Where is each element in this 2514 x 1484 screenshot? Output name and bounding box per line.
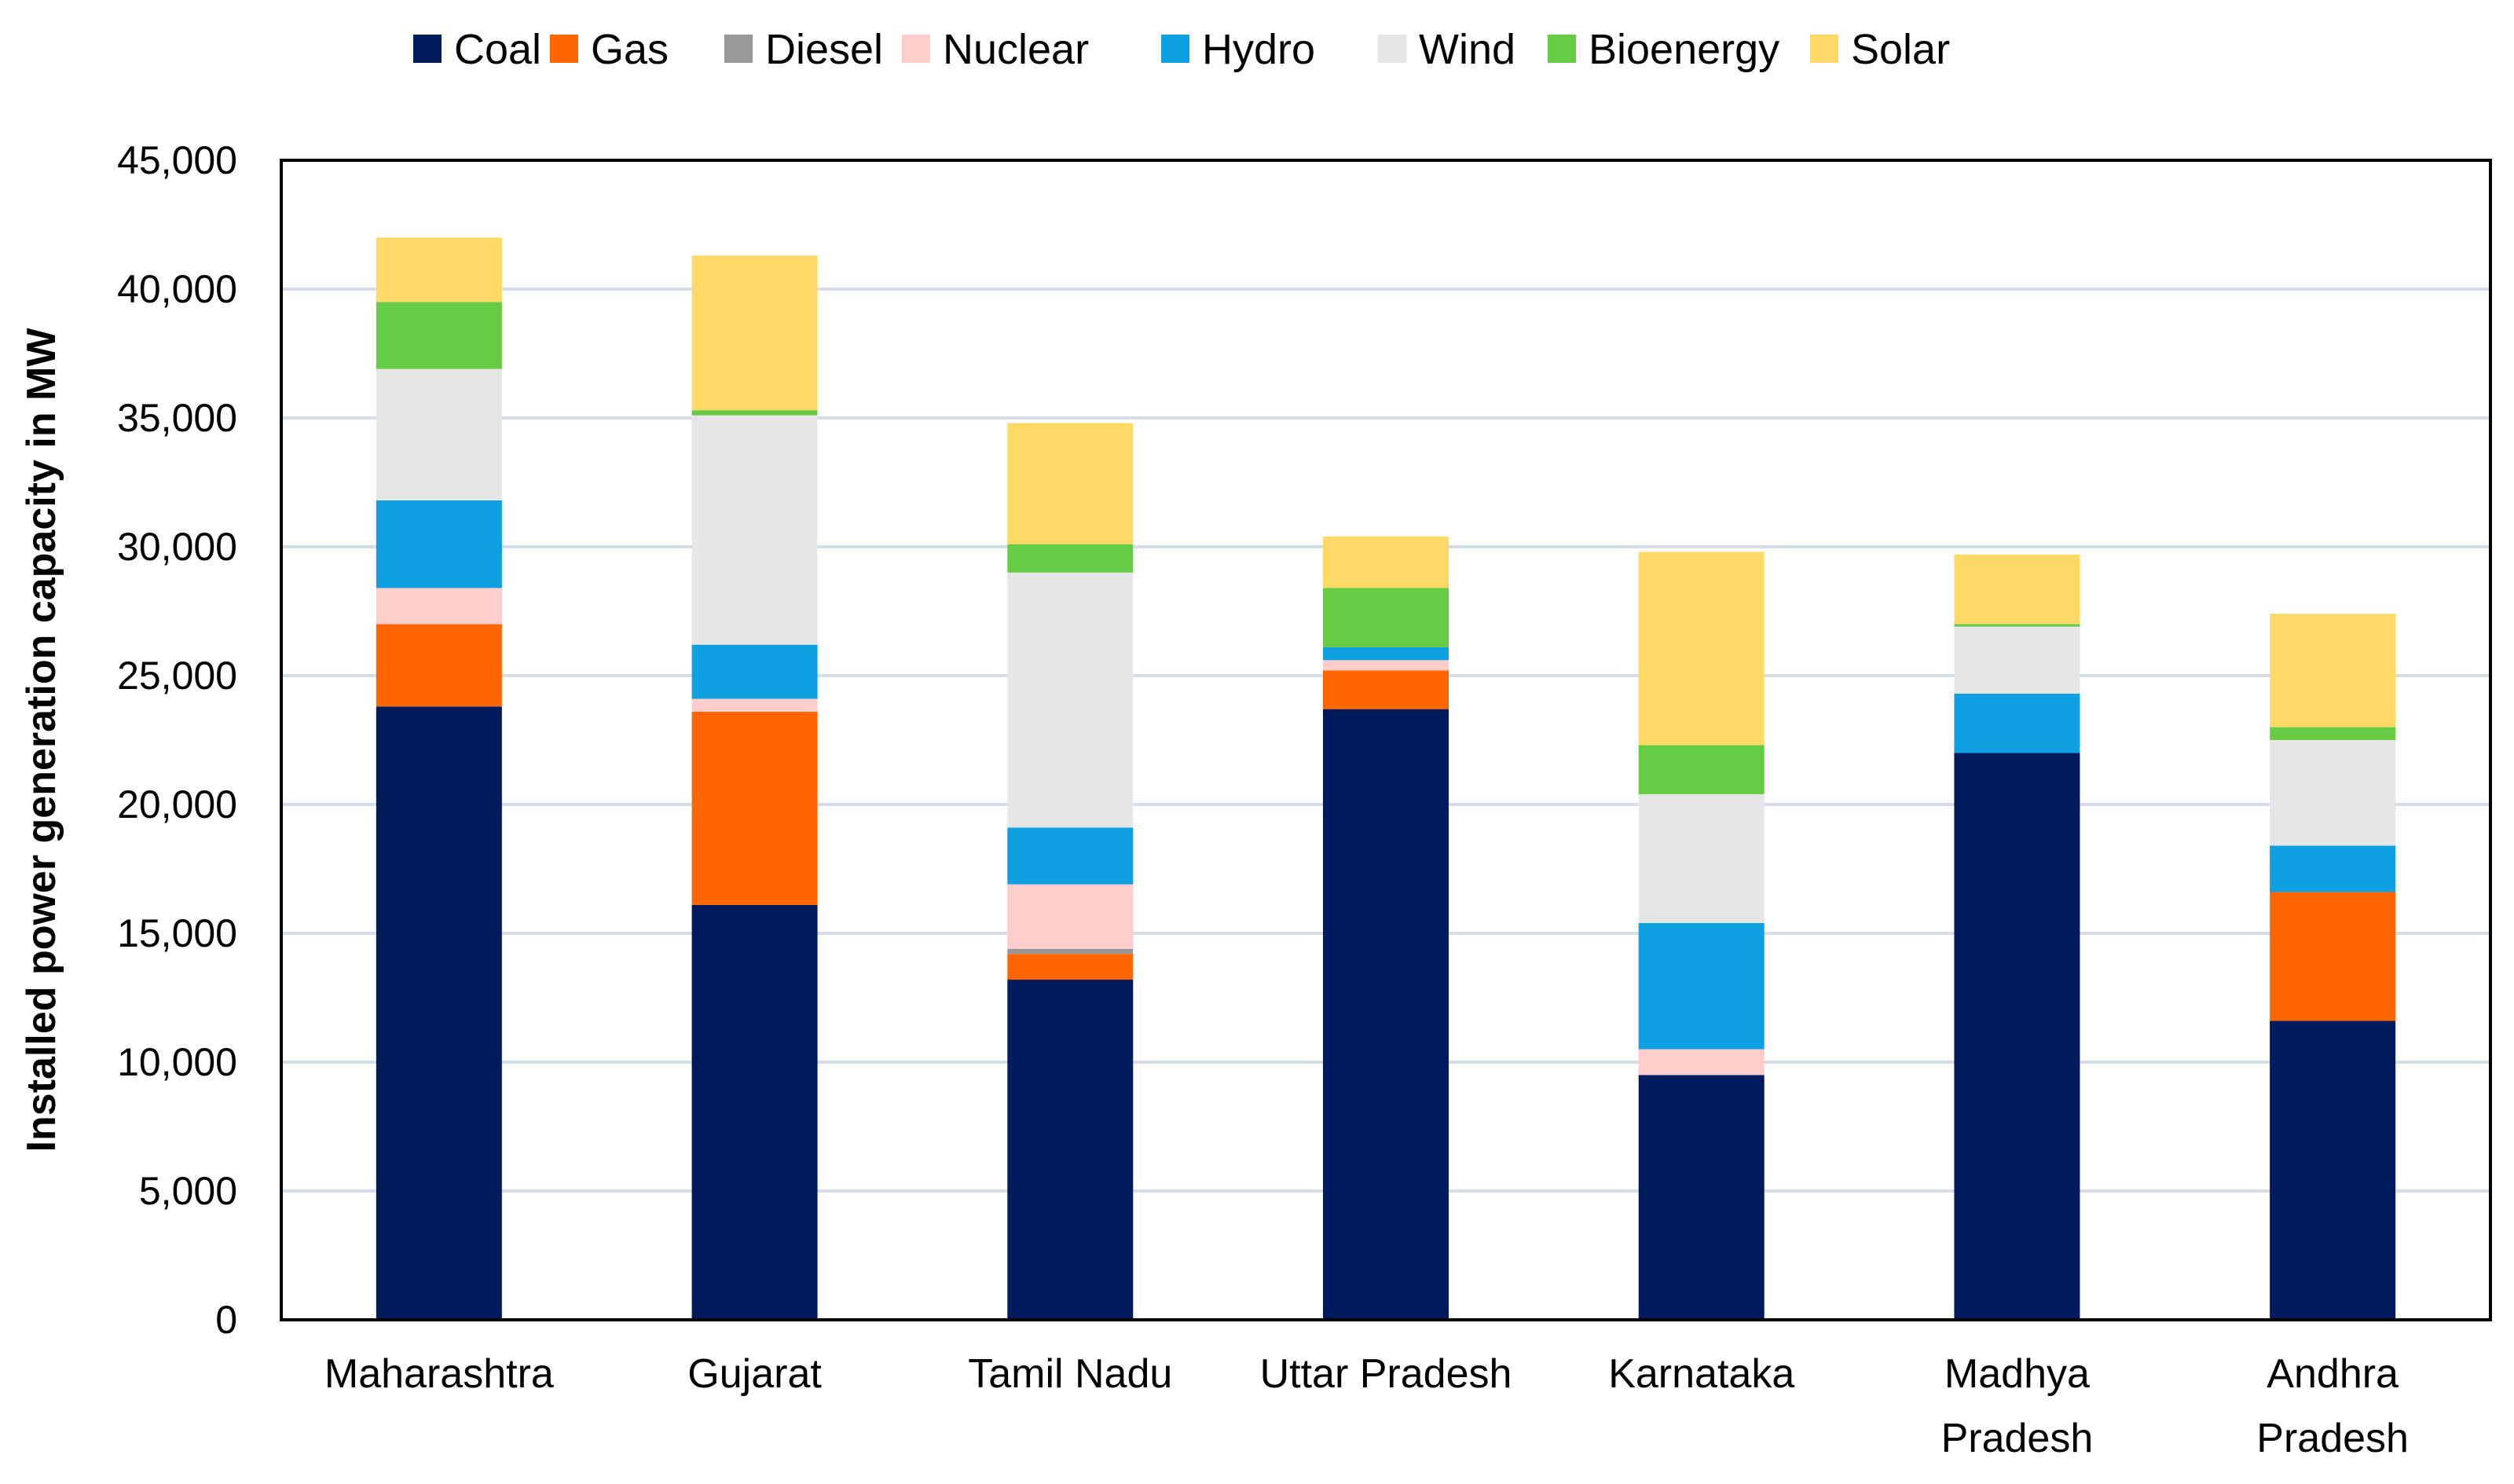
- legend-swatch: [1548, 35, 1576, 63]
- y-tick-label: 30,000: [117, 525, 237, 569]
- bar-segment-madhya-pradesh-bioenergy: [1954, 624, 2080, 627]
- bar-segment-tamil-nadu-coal: [1007, 980, 1134, 1320]
- bar-segment-maharashtra-wind: [376, 368, 502, 500]
- bar-segment-maharashtra-gas: [376, 624, 502, 707]
- bar-segment-tamil-nadu-gas: [1007, 954, 1134, 980]
- bars: [376, 237, 2396, 1320]
- x-tick-label: Karnataka: [1608, 1351, 1794, 1397]
- bar-segment-andhra-pradesh-coal: [2270, 1020, 2396, 1320]
- x-tick-label: Uttar Pradesh: [1260, 1351, 1512, 1397]
- x-tick-label: Maharashtra: [324, 1351, 554, 1397]
- y-tick-label: 20,000: [117, 782, 237, 826]
- bar-segment-andhra-pradesh-bioenergy: [2270, 727, 2396, 740]
- legend-item-coal: Coal: [413, 26, 541, 73]
- legend-swatch: [413, 35, 442, 63]
- legend-item-nuclear: Nuclear: [902, 26, 1089, 73]
- y-tick-label: 45,000: [117, 138, 237, 182]
- bar-segment-gujarat-solar: [691, 255, 818, 411]
- y-tick-label: 0: [215, 1298, 237, 1342]
- bar-segment-andhra-pradesh-solar: [2270, 614, 2396, 727]
- bar-segment-karnataka-coal: [1638, 1075, 1765, 1320]
- bar-segment-maharashtra-solar: [376, 237, 502, 302]
- bar-segment-uttar-pradesh-solar: [1323, 536, 1449, 588]
- bar-segment-uttar-pradesh-bioenergy: [1323, 588, 1449, 647]
- bar-segment-maharashtra-nuclear: [376, 588, 502, 625]
- bar-segment-tamil-nadu-wind: [1007, 572, 1134, 828]
- bar-segment-gujarat-gas: [691, 711, 818, 905]
- bar-segment-gujarat-nuclear: [691, 698, 818, 712]
- legend-item-gas: Gas: [550, 26, 669, 73]
- bar-segment-karnataka-wind: [1638, 793, 1765, 923]
- bar-segment-madhya-pradesh-coal: [1954, 753, 2080, 1320]
- y-axis-title: Installed power generation capacity in M…: [19, 328, 64, 1152]
- x-tick-label: Madhya Pradesh: [1941, 1351, 2094, 1461]
- bar-segment-tamil-nadu-diesel: [1007, 948, 1134, 955]
- bar-segment-gujarat-coal: [691, 904, 818, 1320]
- y-tick-label: 5,000: [139, 1169, 237, 1213]
- bar-segment-andhra-pradesh-wind: [2270, 740, 2396, 846]
- bar-segment-uttar-pradesh-coal: [1323, 709, 1449, 1320]
- y-tick-label: 25,000: [117, 654, 237, 698]
- bar-segment-tamil-nadu-nuclear: [1007, 884, 1134, 949]
- bar-segment-karnataka-hydro: [1638, 922, 1765, 1050]
- legend-item-bioenergy: Bioenergy: [1548, 26, 1779, 73]
- x-tick-label: Gujarat: [687, 1351, 822, 1397]
- bar-segment-gujarat-bioenergy: [691, 410, 818, 416]
- legend-swatch: [724, 35, 753, 63]
- bar-segment-karnataka-nuclear: [1638, 1049, 1765, 1075]
- legend-item-solar: Solar: [1810, 26, 1950, 73]
- legend-item-diesel: Diesel: [724, 26, 883, 73]
- bar-segment-andhra-pradesh-gas: [2270, 892, 2396, 1021]
- bar-segment-tamil-nadu-solar: [1007, 423, 1134, 544]
- bar-segment-tamil-nadu-bioenergy: [1007, 544, 1134, 573]
- bar-segment-maharashtra-coal: [376, 706, 502, 1320]
- legend-label: Nuclear: [943, 26, 1089, 73]
- legend-label: Wind: [1419, 26, 1515, 73]
- x-tick-label: Tamil Nadu: [968, 1351, 1172, 1397]
- bar-segment-gujarat-hydro: [691, 644, 818, 699]
- legend-label: Diesel: [765, 26, 883, 73]
- bar-segment-madhya-pradesh-wind: [1954, 626, 2080, 694]
- legend-label: Hydro: [1202, 26, 1315, 73]
- legend-swatch: [902, 35, 930, 63]
- bar-segment-uttar-pradesh-hydro: [1323, 647, 1449, 661]
- legend-label: Bioenergy: [1589, 26, 1779, 73]
- legend-item-wind: Wind: [1378, 26, 1515, 73]
- bar-segment-karnataka-solar: [1638, 551, 1765, 746]
- bar-segment-madhya-pradesh-solar: [1954, 554, 2080, 625]
- x-axis-labels: Maharashtra Gujarat Tamil Nadu Uttar Prades…: [324, 1351, 2409, 1461]
- x-tick-label: Andhra Pradesh: [2256, 1351, 2409, 1461]
- y-tick-label: 15,000: [117, 911, 237, 955]
- y-tick-label: 40,000: [117, 267, 237, 311]
- bar-segment-andhra-pradesh-hydro: [2270, 845, 2396, 892]
- bar-segment-tamil-nadu-hydro: [1007, 827, 1134, 885]
- bar-segment-gujarat-wind: [691, 415, 818, 645]
- legend-swatch: [550, 35, 578, 63]
- legend-swatch: [1161, 35, 1189, 63]
- plot-frame: [280, 159, 2492, 1321]
- bar-segment-karnataka-bioenergy: [1638, 745, 1765, 794]
- legend-item-hydro: Hydro: [1161, 26, 1315, 73]
- bar-segment-uttar-pradesh-nuclear: [1323, 660, 1449, 671]
- legend-label: Gas: [591, 26, 669, 73]
- y-tick-label: 10,000: [117, 1040, 237, 1084]
- legend: Coal Gas Diesel Nuclear Hydro Wind Bioenergy So…: [413, 26, 1950, 73]
- legend-swatch: [1378, 35, 1406, 63]
- bar-segment-maharashtra-bioenergy: [376, 302, 502, 369]
- y-axis-ticks: 0 5,000 10,000 15,000 20,000 25,000 30,000 35,0…: [117, 138, 237, 1342]
- legend-label: Coal: [454, 26, 541, 73]
- legend-label: Solar: [1851, 26, 1950, 73]
- bar-segment-madhya-pradesh-hydro: [1954, 693, 2080, 753]
- legend-swatch: [1810, 35, 1838, 63]
- bar-segment-uttar-pradesh-gas: [1323, 670, 1449, 709]
- y-tick-label: 35,000: [117, 396, 237, 440]
- bar-segment-maharashtra-hydro: [376, 500, 502, 588]
